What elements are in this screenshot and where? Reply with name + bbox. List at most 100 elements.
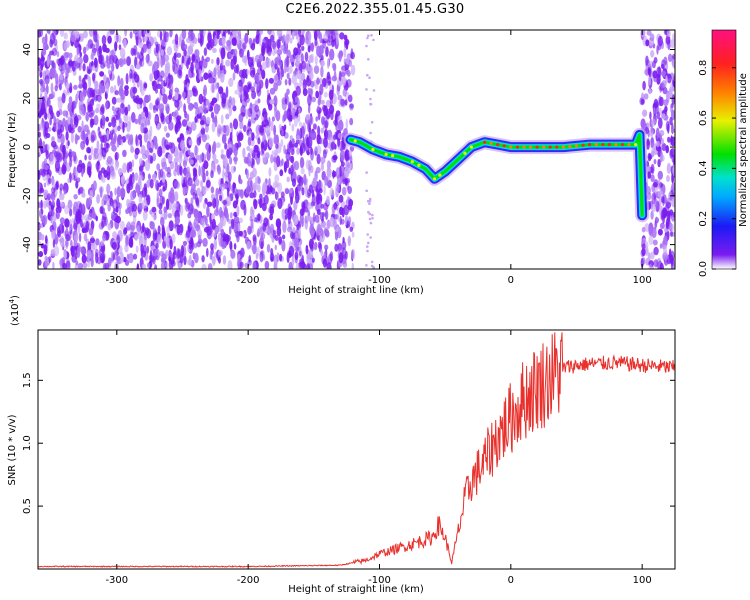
noise-blob	[38, 251, 44, 258]
noise-blob	[198, 68, 202, 81]
noise-blob	[296, 69, 302, 80]
noise-blob	[99, 187, 103, 199]
noise-blob	[187, 259, 191, 266]
noise-blob	[211, 121, 216, 133]
noise-blob	[65, 130, 69, 141]
noise-blob	[305, 159, 310, 170]
noise-blob	[340, 71, 346, 77]
noise-blob	[659, 262, 664, 269]
noise-blob	[365, 171, 368, 174]
noise-blob	[371, 213, 374, 217]
noise-blob	[666, 175, 670, 182]
noise-blob	[243, 124, 247, 133]
x-tick-label: -100	[368, 575, 391, 586]
noise-blob	[62, 110, 68, 117]
noise-blob	[323, 183, 326, 196]
noise-blob	[367, 58, 370, 61]
noise-blob	[324, 176, 329, 186]
noise-blob	[83, 124, 89, 132]
noise-blob	[111, 63, 115, 72]
noise-blob	[344, 149, 350, 161]
noise-blob	[150, 155, 154, 164]
noise-blob	[288, 245, 295, 257]
noise-blob	[269, 99, 275, 105]
noise-blob	[126, 120, 131, 133]
noise-blob	[645, 39, 650, 47]
noise-blob	[40, 199, 43, 210]
noise-blob	[328, 168, 332, 178]
noise-blob	[96, 140, 100, 152]
noise-blob	[131, 159, 135, 168]
colorbar: 0.0 0.2 0.4 0.6 0.8 Normalized spectral ampl…	[698, 29, 749, 277]
noise-blob	[342, 88, 347, 97]
noise-blob	[291, 30, 295, 40]
noise-blob	[132, 176, 135, 184]
noise-blob	[51, 229, 56, 240]
noise-blob	[317, 125, 321, 137]
noise-blob	[314, 37, 318, 47]
noise-blob	[139, 158, 143, 166]
noise-blob	[38, 137, 43, 150]
noise-blob	[72, 230, 77, 236]
noise-blob	[205, 116, 211, 125]
noise-blob	[78, 232, 82, 243]
noise-blob	[201, 96, 207, 102]
noise-blob	[43, 200, 47, 209]
noise-blob	[269, 213, 273, 221]
noise-blob	[109, 86, 114, 94]
noise-blob	[210, 170, 214, 179]
noise-blob	[658, 117, 663, 129]
noise-blob	[92, 30, 98, 36]
noise-blob	[38, 131, 41, 138]
noise-blob	[672, 60, 675, 69]
noise-blob	[670, 103, 674, 114]
noise-blob	[293, 237, 300, 248]
noise-blob	[239, 48, 244, 58]
noise-blob	[69, 82, 73, 93]
noise-blob	[665, 221, 669, 230]
noise-blob	[220, 149, 224, 155]
noise-blob	[301, 45, 305, 51]
noise-blob	[341, 241, 347, 250]
noise-blob	[291, 138, 295, 148]
noise-blob	[38, 259, 42, 266]
noise-blob	[310, 80, 315, 88]
noise-blob	[168, 220, 174, 232]
noise-blob	[243, 84, 249, 96]
noise-blob	[333, 202, 338, 210]
noise-blob	[337, 94, 343, 101]
noise-blob	[342, 261, 348, 268]
noise-blob	[267, 30, 272, 35]
noise-blob	[650, 251, 655, 260]
noise-blob	[347, 237, 352, 244]
noise-blob	[212, 153, 217, 161]
noise-blob	[370, 264, 374, 268]
noise-blob	[307, 202, 312, 210]
noise-blob	[165, 198, 170, 210]
noise-blob	[657, 190, 664, 198]
noise-blob	[284, 110, 287, 120]
noise-blob	[269, 87, 276, 95]
noise-blob	[650, 174, 655, 183]
noise-blob	[308, 65, 314, 78]
noise-blob	[347, 186, 353, 194]
noise-blob	[201, 133, 207, 143]
noise-blob	[186, 59, 189, 70]
noise-blob	[234, 231, 240, 238]
noise-blob	[54, 85, 58, 92]
noise-blob	[81, 254, 87, 264]
noise-blob	[188, 67, 194, 79]
noise-blob	[670, 136, 675, 147]
noise-blob	[188, 139, 193, 146]
noise-blob	[114, 159, 119, 171]
noise-blob	[136, 103, 141, 110]
noise-blob	[156, 192, 159, 204]
noise-blob	[319, 83, 324, 96]
noise-blob	[300, 142, 306, 154]
noise-blob	[258, 34, 262, 47]
noise-blob	[84, 154, 87, 161]
noise-blob	[42, 96, 45, 103]
noise-blob	[179, 163, 182, 175]
noise-blob	[235, 34, 240, 45]
noise-blob	[57, 229, 62, 238]
